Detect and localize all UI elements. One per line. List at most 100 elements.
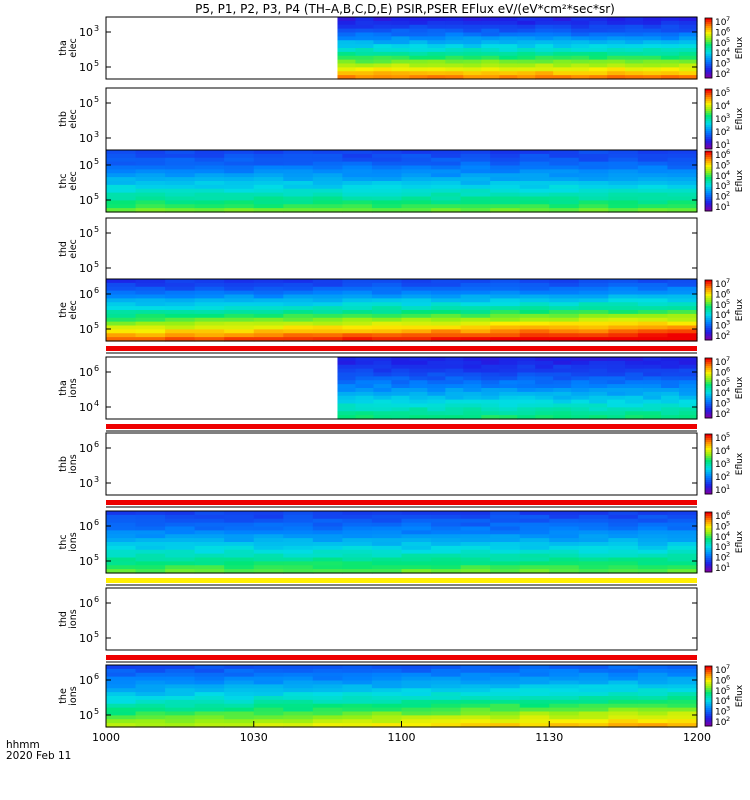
spectrogram-cell — [135, 208, 166, 213]
spectrogram-cell — [490, 565, 521, 570]
spectrogram-cell — [460, 157, 491, 163]
spectrogram-cell — [342, 165, 373, 170]
spectrogram-cell — [608, 668, 639, 674]
spectrogram-cell — [312, 173, 343, 178]
spectrogram-cell — [608, 723, 639, 728]
spectrogram-cell — [553, 399, 572, 405]
spectrogram-cell — [589, 75, 608, 80]
spectrogram-cell — [667, 333, 698, 338]
colorbar-tick-label: 10 — [715, 28, 727, 38]
spectrogram-cell — [637, 688, 669, 693]
colorbar-label: Eflux — [735, 298, 745, 321]
spectrogram-cell — [355, 357, 375, 362]
colorbar-segment — [705, 416, 712, 419]
spectrogram-cell — [608, 200, 639, 205]
colorbar-segment — [705, 514, 712, 517]
spectrogram-cell — [194, 561, 225, 566]
spectrogram-cell — [431, 696, 462, 701]
spectrogram-cell — [463, 407, 482, 412]
spectrogram-cell — [481, 55, 500, 61]
spectrogram-cell — [401, 333, 432, 338]
colorbar-segment — [705, 414, 712, 417]
spectrogram-cell — [463, 399, 482, 405]
spectrogram-cell — [371, 719, 403, 724]
spectrogram-cell — [463, 55, 482, 61]
spectrogram-cell — [578, 715, 609, 720]
spectrogram-cell — [637, 676, 669, 682]
spectrogram-cell — [519, 526, 550, 531]
spectrogram-cell — [571, 372, 590, 377]
spectrogram-cell — [355, 75, 375, 80]
spectrogram-cell — [431, 514, 462, 520]
colorbar-segment — [705, 280, 712, 283]
spectrogram-cell — [499, 357, 518, 362]
spectrogram-cell — [371, 306, 403, 311]
spectrogram-cell — [608, 333, 639, 338]
colorbar-segment — [705, 314, 712, 317]
spectrogram-cell — [283, 565, 314, 570]
colorbar-segment — [705, 334, 712, 337]
spectrogram-cell — [625, 24, 644, 30]
spectrogram-cell — [519, 719, 550, 724]
spectrogram-cell — [519, 161, 550, 167]
spectrogram-cell — [637, 184, 669, 190]
colorbar-segment — [705, 392, 712, 395]
spectrogram-cell — [608, 665, 639, 670]
spectrogram-cell — [499, 24, 518, 30]
spectrogram-cell — [312, 688, 343, 693]
spectrogram-cell — [253, 542, 284, 547]
spectrogram-cell — [637, 286, 669, 292]
spectrogram-cell — [463, 40, 482, 45]
colorbar-segment — [705, 330, 712, 333]
spectrogram-cell — [519, 165, 550, 170]
spectrogram-cell — [283, 518, 314, 524]
colorbar-segment — [705, 548, 712, 551]
colorbar-segment — [705, 396, 712, 399]
colorbar-segment — [705, 22, 712, 25]
y-tick-label: 10 — [79, 442, 93, 455]
spectrogram-cell — [499, 63, 518, 68]
spectrogram-cell — [517, 391, 536, 397]
y-tick-label: 10 — [79, 132, 93, 145]
colorbar-tick-label: 10 — [715, 718, 727, 728]
colorbar-segment — [705, 702, 712, 705]
spectrogram-cell — [490, 534, 521, 539]
spectrogram-cell — [135, 302, 166, 307]
spectrogram-cell — [106, 688, 137, 693]
colorbar-segment — [705, 306, 712, 309]
spectrogram-cell — [135, 184, 166, 190]
colorbar-segment — [705, 326, 712, 329]
spectrogram-cell — [519, 286, 550, 292]
spectrogram-cell — [578, 569, 609, 574]
panel-ylabel: theions — [58, 686, 79, 705]
spectrogram-cell — [490, 684, 521, 689]
spectrogram-cell — [373, 67, 393, 72]
spectrogram-cell — [401, 538, 432, 543]
spectrogram-cell — [342, 302, 373, 307]
spectrogram-cell — [460, 204, 491, 209]
spectrogram-cell — [194, 173, 225, 178]
colorbar-segment — [705, 205, 712, 208]
spectrogram-cell — [401, 282, 432, 288]
spectrogram-cell — [165, 177, 196, 182]
spectrogram-cell — [637, 204, 669, 209]
colorbar-segment — [705, 480, 712, 483]
colorbar-segment — [705, 516, 712, 519]
spectrogram-cell — [342, 719, 373, 724]
colorbar-tick-exponent: 4 — [726, 694, 730, 702]
spectrogram-cell — [607, 51, 626, 57]
spectrogram-cell — [135, 188, 166, 194]
spectrogram-cell — [409, 403, 428, 408]
spectrogram-cell — [519, 153, 550, 159]
colorbar-segment — [705, 698, 712, 701]
spectrogram-cell — [165, 337, 196, 342]
spectrogram-cell — [589, 32, 608, 37]
spectrogram-cell — [371, 703, 403, 709]
spectrogram-cell — [460, 703, 491, 709]
spectrogram-cell — [431, 553, 462, 559]
spectrogram-cell — [135, 157, 166, 163]
spectrogram-cell — [401, 150, 432, 155]
spectrogram-cell — [519, 200, 550, 205]
spectrogram-cell — [427, 63, 446, 68]
spectrogram-cell — [578, 526, 609, 531]
